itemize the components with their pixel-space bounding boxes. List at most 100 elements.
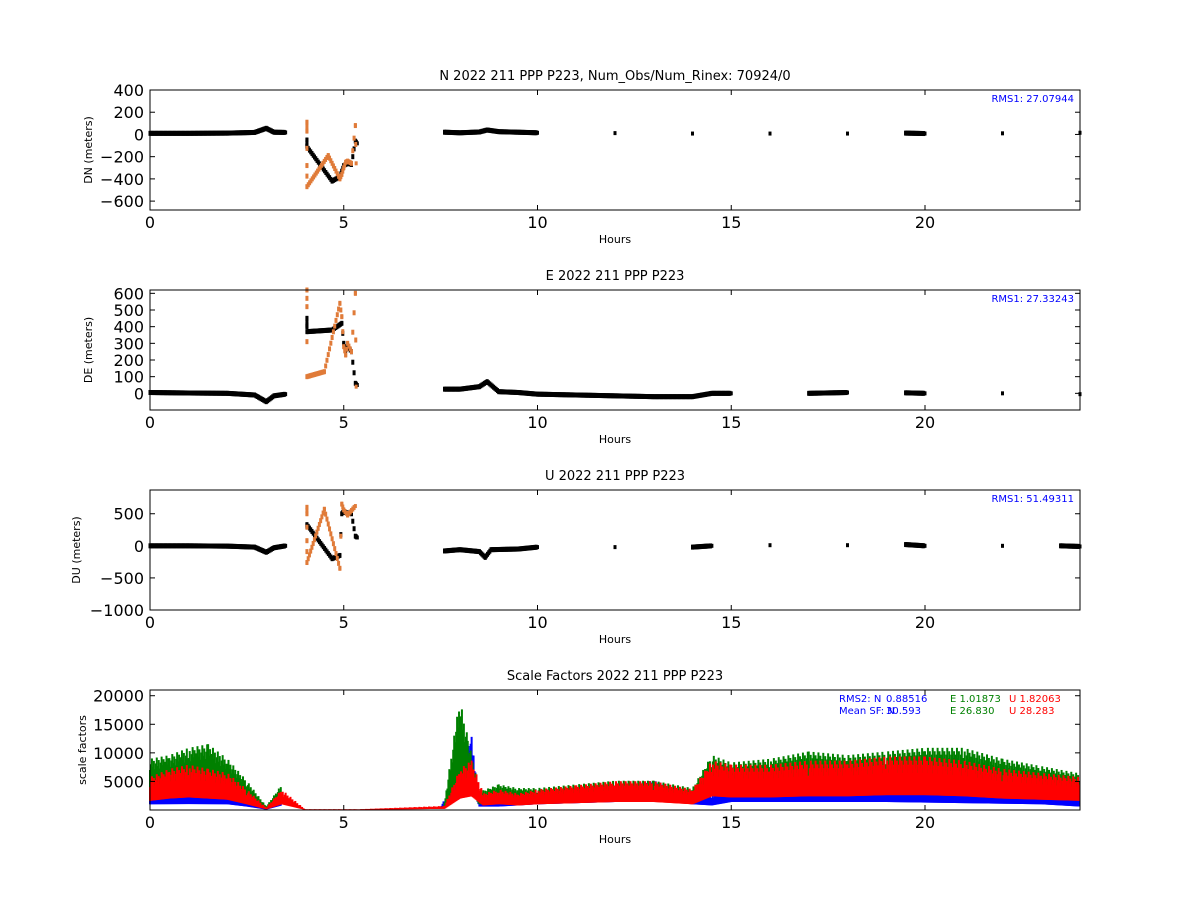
x-tick-label: 5 <box>339 813 349 832</box>
data-point <box>340 321 344 326</box>
data-point <box>443 548 446 553</box>
data-point <box>284 130 288 135</box>
data-point <box>729 391 733 396</box>
sf-annotation-e: E 26.830 <box>950 706 995 717</box>
y-axis-label: DU (meters) <box>70 516 83 583</box>
axes-frame <box>149 289 1081 411</box>
data-point <box>516 130 520 135</box>
data-point <box>355 141 359 146</box>
data-point <box>346 159 350 164</box>
data-point <box>497 389 501 394</box>
data-point <box>351 329 355 335</box>
data-point <box>331 329 335 335</box>
data-point <box>331 163 335 169</box>
data-point <box>846 543 849 548</box>
sf-annotation-value: 1.01873 <box>960 694 1001 705</box>
data-point <box>324 511 328 517</box>
data-point <box>353 534 357 539</box>
data-point <box>337 306 341 312</box>
data-point <box>264 399 268 404</box>
y-tick-label: 0 <box>134 125 144 144</box>
x-axis-label: Hours <box>599 833 631 846</box>
data-point <box>350 349 353 354</box>
y-tick-label: 600 <box>113 284 144 303</box>
data-point <box>652 394 656 399</box>
x-tick-label: 15 <box>721 813 741 832</box>
data-point <box>1059 543 1063 548</box>
y-tick-label: 0 <box>134 384 144 403</box>
sf-annotation-prefix: E <box>950 706 960 717</box>
data-point <box>329 340 333 346</box>
data-point <box>353 504 357 509</box>
axes-frame <box>149 489 1081 611</box>
data-point <box>328 526 332 532</box>
data-point <box>335 555 339 561</box>
data-point <box>613 393 617 398</box>
data-point <box>305 524 309 530</box>
data-point <box>1001 391 1004 396</box>
data-point <box>923 391 927 396</box>
sf-annotation-label: RMS2: N <box>839 694 881 705</box>
data-point <box>305 508 309 514</box>
y-tick-label: 500 <box>113 301 144 320</box>
data-point <box>321 510 325 516</box>
x-tick-label: 15 <box>721 213 741 232</box>
data-point <box>320 514 324 520</box>
rms-annotation: RMS1: 51.49311 <box>991 494 1074 505</box>
x-tick-label: 20 <box>915 813 935 832</box>
chart-title: N 2022 211 PPP P223, Num_Obs/Num_Rinex: … <box>439 69 790 84</box>
data-point <box>305 511 309 516</box>
data-point <box>710 391 714 396</box>
data-point <box>187 391 191 395</box>
data-point <box>337 560 341 566</box>
data-point <box>253 393 257 397</box>
data-point <box>226 544 229 549</box>
data-point <box>344 353 348 357</box>
data-point <box>343 348 347 354</box>
data-point <box>333 166 337 172</box>
series-2-2 <box>305 501 357 571</box>
data-point <box>485 128 489 132</box>
data-point <box>353 123 357 128</box>
sf-annotation-label: Mean SF: N <box>839 706 895 717</box>
data-point <box>477 549 481 554</box>
data-point <box>325 357 329 363</box>
y-tick-label: 5000 <box>103 772 144 791</box>
y-tick-label: −200 <box>100 148 144 167</box>
y-tick-label: 15000 <box>93 715 144 734</box>
data-point <box>334 168 338 174</box>
data-point <box>305 145 309 151</box>
subplot-2: 0 5 10 15 20 500 0 −500 −1000 U 2022 211 PPP P223… <box>70 469 1082 646</box>
data-point <box>305 549 309 555</box>
data-point <box>516 547 520 552</box>
x-tick-label: 10 <box>527 213 547 232</box>
data-point <box>340 172 344 177</box>
data-point <box>328 155 332 161</box>
data-point <box>272 545 276 550</box>
data-point <box>305 140 309 146</box>
data-point <box>187 131 191 136</box>
data-point <box>768 131 772 136</box>
series-0-2 <box>305 119 358 190</box>
data-point <box>355 535 359 540</box>
data-point <box>264 126 268 131</box>
data-point <box>316 525 320 531</box>
data-point <box>305 163 309 168</box>
data-point <box>330 335 334 340</box>
data-point <box>305 138 309 142</box>
data-point <box>337 173 341 179</box>
sf-annotation-n: 30.593 <box>886 706 921 717</box>
data-point <box>338 566 342 571</box>
axes-frame <box>149 689 1081 811</box>
data-point <box>353 381 357 386</box>
data-point <box>348 346 352 352</box>
data-point <box>347 343 351 349</box>
data-point <box>340 314 344 319</box>
subplot-3: 0 5 10 15 20 20000 15000 10000 5000 Scale Factors… <box>76 669 1081 846</box>
data-point <box>351 148 355 154</box>
data-point <box>335 312 339 318</box>
data-point <box>264 550 268 555</box>
data-point <box>458 130 462 135</box>
